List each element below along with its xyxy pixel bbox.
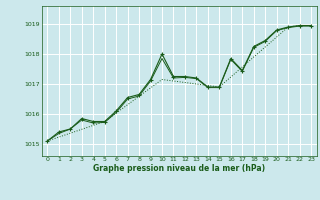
X-axis label: Graphe pression niveau de la mer (hPa): Graphe pression niveau de la mer (hPa) bbox=[93, 164, 265, 173]
